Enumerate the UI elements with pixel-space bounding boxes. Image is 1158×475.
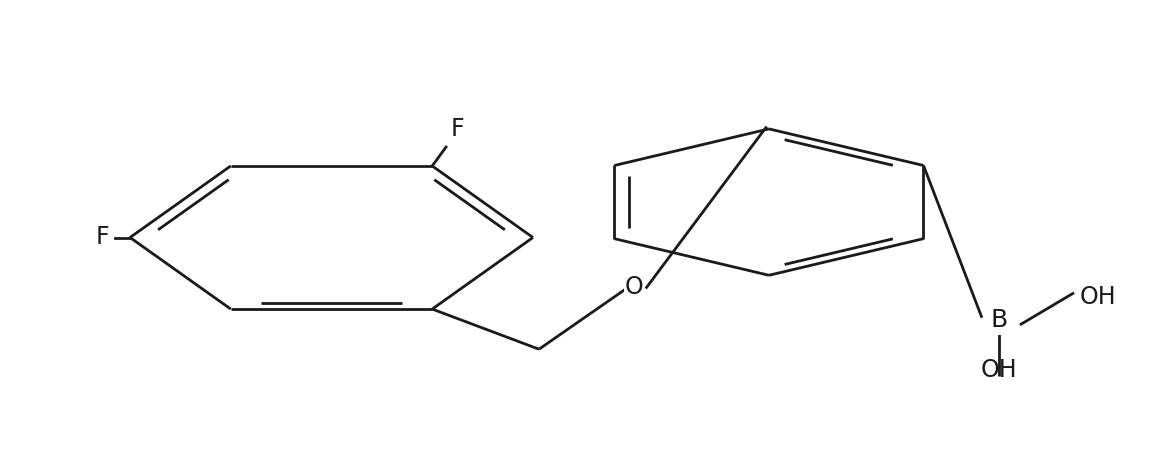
Text: B: B [990,308,1007,332]
Text: O: O [625,275,644,299]
Text: F: F [96,226,109,249]
Text: OH: OH [1079,285,1116,309]
Text: OH: OH [981,358,1018,381]
Text: F: F [450,117,464,142]
